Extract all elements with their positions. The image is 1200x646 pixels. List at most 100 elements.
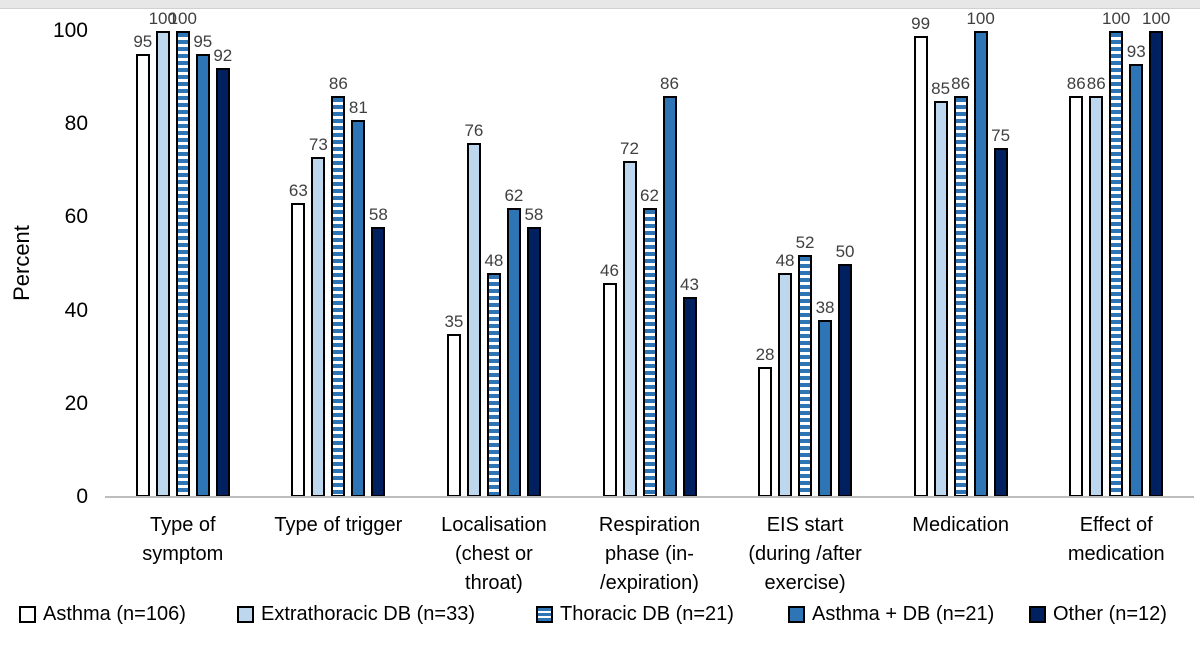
category-label: Medication [912, 511, 1009, 540]
category-label: Localisation (chest or throat) [441, 511, 547, 598]
bar [993, 147, 1008, 497]
legend-swatch-icon [19, 606, 36, 623]
bar-value-label: 100 [148, 9, 177, 28]
bar [311, 156, 326, 497]
bar [215, 68, 230, 497]
bar-value-label: 28 [755, 344, 775, 364]
bar [778, 273, 793, 497]
legend-swatch-icon [1029, 606, 1046, 623]
bar [526, 226, 541, 497]
bar [642, 208, 657, 497]
legend-label: Thoracic DB (n=21) [560, 603, 734, 625]
y-tick-label: 20 [64, 391, 88, 415]
bar-value-label: 50 [835, 242, 855, 261]
bar-value-label: 38 [815, 297, 835, 317]
x-axis-baseline [105, 496, 1194, 498]
bar [913, 35, 928, 497]
bar-value-label: 76 [464, 120, 484, 140]
bar [798, 254, 813, 497]
bar-value-label: 58 [368, 204, 388, 224]
bar [1069, 96, 1084, 497]
legend-item: Asthma + DB (n=21) [788, 603, 994, 626]
bar-value-label: 99 [911, 13, 931, 33]
bar-value-label: 52 [795, 232, 815, 252]
bar [818, 319, 833, 497]
y-tick-label: 80 [64, 112, 88, 136]
bar [1149, 31, 1164, 497]
category-label: Effect of medication [1068, 511, 1165, 569]
category-label-line: Respiration [598, 514, 701, 536]
bar-value-label: 62 [504, 186, 524, 206]
bar-value-label: 63 [288, 181, 308, 201]
bar [758, 366, 773, 497]
bar-value-label: 86 [1066, 74, 1086, 94]
y-axis-title: Percent [9, 225, 34, 301]
bar-value-label: 100 [168, 9, 197, 28]
legend-item: Asthma (n=106) [19, 603, 186, 626]
bar [1089, 96, 1104, 497]
bar [291, 203, 306, 497]
y-tick-label: 100 [52, 19, 88, 42]
bar [1129, 63, 1144, 497]
bar [602, 282, 617, 497]
category-label: Respiration phase (in- /expiration) [599, 511, 700, 598]
category-label-line: Medication [912, 514, 1009, 536]
legend-swatch-icon [788, 606, 805, 623]
bar [446, 333, 461, 497]
bar [973, 31, 988, 497]
legend-item: Thoracic DB (n=21) [536, 603, 734, 626]
bar-value-label: 48 [484, 251, 504, 271]
bar-value-label: 48 [775, 251, 795, 271]
category-label-line: Type of [149, 514, 216, 536]
bar-value-label: 93 [1126, 41, 1146, 61]
bar-value-label: 62 [640, 186, 659, 206]
category-label-line: phase (in- [605, 543, 694, 565]
bar-value-label: 100 [966, 9, 995, 28]
category-label-line: symptom [142, 543, 224, 565]
bar-value-label: 92 [213, 46, 233, 66]
bar-value-label: 46 [600, 260, 619, 280]
bar [486, 273, 501, 497]
category-label-line: EIS start [766, 514, 844, 536]
bar [506, 208, 521, 497]
bar-value-label: 81 [348, 97, 368, 117]
bar-value-label: 86 [660, 74, 679, 94]
bar [351, 119, 366, 497]
bar [662, 96, 677, 497]
bar-value-label: 100 [1142, 9, 1171, 28]
category-label-line: Localisation [441, 514, 547, 536]
legend-swatch-icon [237, 606, 254, 623]
bar [953, 96, 968, 497]
bar [1109, 31, 1124, 497]
bar-value-label: 85 [931, 78, 951, 98]
category-label-line: (during /after [748, 543, 862, 565]
y-tick-label: 40 [64, 298, 88, 322]
category-label-line: exercise) [764, 572, 846, 594]
bar [155, 31, 170, 497]
y-tick-label: 60 [64, 205, 88, 229]
y-tick-label: 0 [76, 485, 88, 508]
category-label-line: Type of trigger [274, 514, 403, 536]
bar [466, 142, 481, 497]
bar [331, 96, 346, 497]
bar [135, 54, 150, 497]
bar [838, 264, 853, 497]
legend-label: Asthma + DB (n=21) [812, 603, 995, 625]
category-label-line: (chest or [455, 543, 533, 565]
bar-value-label: 86 [951, 74, 971, 94]
bar-value-label: 72 [620, 139, 639, 159]
category-label: Type of symptom [142, 511, 223, 569]
bar [371, 226, 386, 497]
bar-value-label: 100 [1102, 9, 1131, 28]
legend-label: Asthma (n=106) [43, 603, 186, 625]
category-label-line: medication [1067, 543, 1165, 565]
category-label: EIS start (during /after exercise) [748, 511, 861, 598]
bar-value-label: 43 [680, 274, 699, 294]
bar [933, 100, 948, 497]
legend-label: Extrathoracic DB (n=33) [261, 603, 475, 625]
window-top-edge [0, 0, 1200, 9]
bar-value-label: 73 [308, 134, 328, 154]
bar-value-label: 35 [444, 311, 464, 331]
bar-value-label: 58 [524, 204, 544, 224]
